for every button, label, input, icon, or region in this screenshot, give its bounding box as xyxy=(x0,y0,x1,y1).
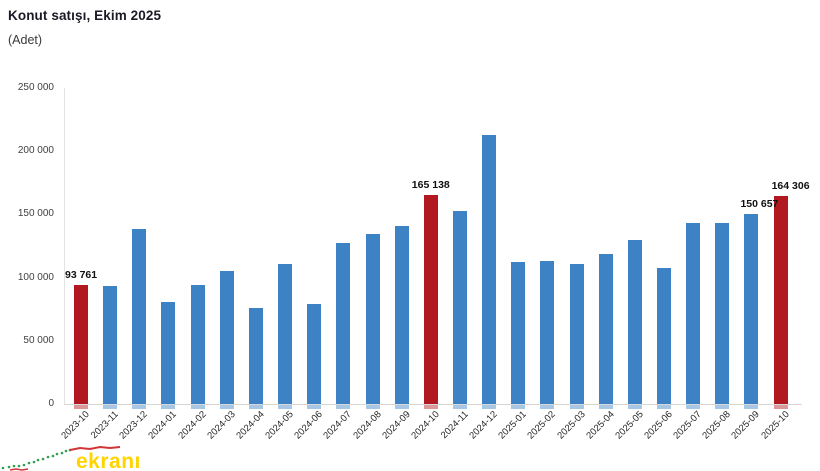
bar xyxy=(248,308,263,405)
bar-base-stub xyxy=(365,405,380,409)
bar-base-stub xyxy=(598,405,613,409)
x-axis-tick-label: 2025-10 xyxy=(758,409,792,442)
bar-base-stub xyxy=(132,405,147,409)
bar xyxy=(540,261,555,405)
y-axis-tick-label: 250 000 xyxy=(17,82,54,93)
bar-base-stub xyxy=(686,405,701,409)
bar xyxy=(394,225,409,405)
bar xyxy=(365,234,380,405)
sparkline-dot xyxy=(32,460,36,464)
y-axis-tick-label: 150 000 xyxy=(17,208,54,220)
bar-highlighted xyxy=(74,285,88,405)
bar xyxy=(336,243,351,405)
bar xyxy=(190,285,205,405)
bar-base-stub xyxy=(103,405,118,409)
y-axis-line xyxy=(64,88,65,404)
sparkline-dot xyxy=(17,464,21,468)
bar xyxy=(715,222,730,405)
bar xyxy=(627,239,642,405)
sparkline-dot xyxy=(7,465,11,469)
bar-base-stub xyxy=(248,405,263,409)
sparkline-dot xyxy=(46,455,50,459)
bar-base-stub xyxy=(627,405,642,409)
sparkline-dot xyxy=(41,457,45,461)
bar-highlighted xyxy=(773,196,788,405)
bar-highlighted xyxy=(423,195,438,405)
bar xyxy=(161,302,176,405)
bar xyxy=(132,228,147,405)
bar-value-label: 150 657 xyxy=(740,197,779,210)
sparkline-dot xyxy=(22,463,26,467)
sparkline-dot xyxy=(51,454,55,458)
bar-base-stub xyxy=(190,405,205,409)
y-axis-tick-label: 0 xyxy=(48,398,54,409)
bar-base-stub xyxy=(219,405,234,409)
bar-base-stub xyxy=(569,405,584,409)
bar xyxy=(103,286,118,405)
bar xyxy=(511,262,526,405)
x-axis-line xyxy=(64,404,802,405)
y-axis-tick-label: 50 000 xyxy=(23,334,54,346)
sparkline-dot xyxy=(12,464,16,468)
bar xyxy=(219,270,234,405)
bar xyxy=(686,223,701,405)
sparkline-red-segment-lower xyxy=(9,468,29,471)
sparkline-dot xyxy=(27,461,31,465)
bar-base-stub xyxy=(540,405,555,409)
y-axis-tick-label: 100 000 xyxy=(17,271,54,283)
bar xyxy=(744,213,759,405)
bar xyxy=(452,210,467,405)
watermark-sparkline-logo xyxy=(1,445,121,471)
bar-base-stub xyxy=(511,405,526,409)
bar xyxy=(598,254,613,405)
bar xyxy=(482,135,497,405)
bar-base-stub xyxy=(715,405,730,409)
bar-base-stub xyxy=(744,405,759,409)
bar-base-stub xyxy=(307,405,322,409)
bar-base-stub xyxy=(482,405,497,409)
chart-title: Konut satışı, Ekim 2025 xyxy=(8,8,162,23)
bar xyxy=(569,263,584,405)
bar-value-label: 164 306 xyxy=(771,180,810,193)
bar-base-stub xyxy=(336,405,351,409)
bar-base-stub xyxy=(657,405,671,409)
bar-base-stub xyxy=(161,405,176,409)
bar-base-stub xyxy=(394,405,409,409)
bar-base-stub xyxy=(74,405,88,409)
sparkline-dot xyxy=(55,452,59,456)
bar xyxy=(657,267,671,405)
watermark-text: ekranı xyxy=(76,450,141,471)
sparkline-dot xyxy=(1,466,5,470)
bar-base-stub xyxy=(278,405,293,409)
bar-base-stub xyxy=(452,405,467,409)
y-axis-tick-label: 200 000 xyxy=(17,145,54,157)
bar xyxy=(278,264,293,405)
sparkline-dot xyxy=(64,449,68,453)
bar-base-stub xyxy=(423,405,438,409)
bar xyxy=(307,303,322,405)
bar-base-stub xyxy=(773,405,788,409)
bar-value-label: 165 138 xyxy=(411,179,450,192)
sparkline-red-segment xyxy=(69,445,121,451)
sparkline-dot xyxy=(36,458,40,462)
chart-unit-label: (Adet) xyxy=(8,33,43,47)
sparkline-dot xyxy=(60,451,64,455)
bar-value-label: 93 761 xyxy=(65,269,98,282)
